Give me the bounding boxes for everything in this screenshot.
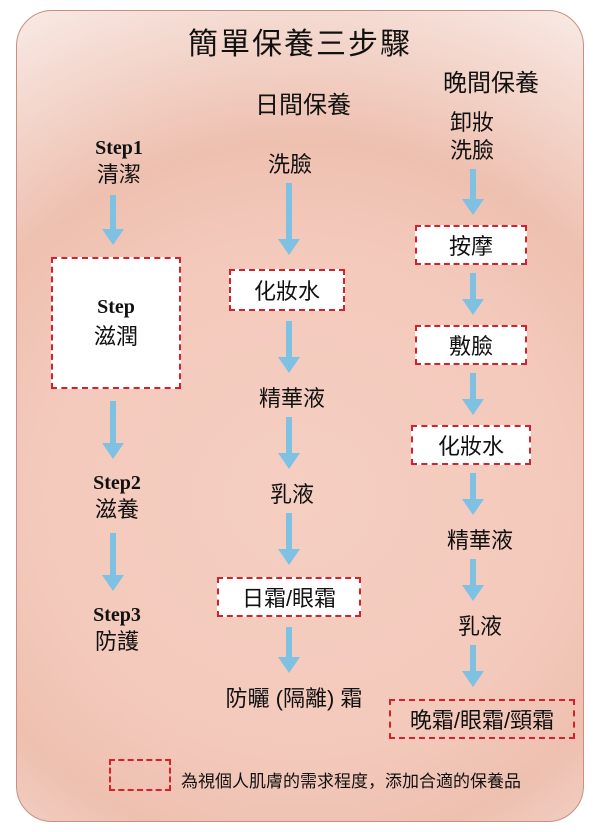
legend-text: 為視個人肌膚的需求程度，添加合適的保養品: [181, 767, 521, 792]
arrow-shaft: [470, 645, 476, 671]
arrow-head-icon: [278, 357, 300, 373]
arrow-shaft: [286, 183, 292, 239]
flow-arrow-down: [279, 183, 299, 255]
flow-text-line: 卸妝: [437, 109, 507, 137]
flow-arrow-down: [463, 373, 483, 415]
flow-text-step1: Step1清潔: [79, 136, 159, 189]
arrow-shaft: [470, 473, 476, 499]
flow-text-step2: Step2滋養: [77, 471, 157, 524]
arrow-head-icon: [462, 399, 484, 415]
flow-box-line: Step: [97, 296, 135, 319]
arrow-shaft: [110, 401, 116, 443]
flow-text-m-sun: 防曬 (隔離) 霜: [209, 685, 379, 713]
flow-box-line: 滋潤: [94, 319, 138, 351]
flow-box-line: 晚霜/眼霜/頸霜: [410, 703, 554, 735]
flow-box-line: 化妝水: [254, 274, 320, 306]
flow-arrow-down: [103, 401, 123, 459]
flow-text-line: 乳液: [257, 481, 327, 509]
arrow-shaft: [286, 627, 292, 657]
flow-arrow-down: [463, 273, 483, 315]
flow-text-line: 精華液: [247, 385, 337, 413]
flow-arrow-down: [279, 321, 299, 373]
arrow-shaft: [470, 373, 476, 399]
flow-box-r-mask: 敷臉: [415, 325, 527, 365]
arrow-head-icon: [278, 453, 300, 469]
rounded-panel: 簡單保養三步驟 Step1清潔 Step滋潤 Step2滋養 Step3防護 日間保養洗…: [16, 10, 584, 822]
arrow-head-icon: [462, 585, 484, 601]
arrow-head-icon: [102, 575, 124, 591]
flow-text-line: 精華液: [435, 527, 525, 555]
flow-arrow-down: [103, 195, 123, 245]
flow-box-m-toner: 化妝水: [229, 269, 345, 311]
arrow-head-icon: [462, 199, 484, 215]
flow-arrow-down: [463, 473, 483, 515]
arrow-shaft: [110, 195, 116, 229]
arrow-shaft: [470, 559, 476, 585]
arrow-head-icon: [278, 239, 300, 255]
flow-text-m-serum: 精華液: [247, 385, 337, 413]
arrow-shaft: [470, 169, 476, 199]
flow-text-r-lotion: 乳液: [445, 613, 515, 641]
flow-text-m-wash: 洗臉: [255, 151, 325, 179]
flow-text-m-lotion: 乳液: [257, 481, 327, 509]
flow-box-line: 日霜/眼霜: [242, 581, 336, 613]
column-header: 晚間保養: [421, 69, 561, 99]
flow-box-r-night: 晚霜/眼霜/頸霜: [389, 699, 575, 739]
flow-box-line: 敷臉: [449, 329, 493, 361]
column-header: 日間保養: [233, 91, 373, 121]
flow-arrow-down: [463, 559, 483, 601]
flow-text-line: 洗臉: [437, 137, 507, 165]
flow-text-line: 滋養: [77, 496, 157, 524]
arrow-shaft: [470, 273, 476, 299]
flow-box-line: 按摩: [449, 229, 493, 261]
flow-arrow-down: [103, 533, 123, 591]
flow-text-line: 洗臉: [255, 151, 325, 179]
flow-text-line: 清潔: [79, 161, 159, 189]
flow-text-line: 乳液: [445, 613, 515, 641]
arrow-shaft: [286, 321, 292, 357]
arrow-head-icon: [462, 299, 484, 315]
flow-box-step-box: Step滋潤: [51, 257, 181, 389]
flow-text-step3: Step3防護: [77, 603, 157, 656]
flow-text-r-serum: 精華液: [435, 527, 525, 555]
legend-swatch: [109, 759, 171, 791]
flow-text-line: Step1: [79, 136, 159, 161]
flow-text-r-remove: 卸妝洗臉: [437, 109, 507, 164]
arrow-head-icon: [462, 671, 484, 687]
flow-text-line: 防曬 (隔離) 霜: [209, 685, 379, 713]
arrow-head-icon: [102, 443, 124, 459]
diagram-canvas: 簡單保養三步驟 Step1清潔 Step滋潤 Step2滋養 Step3防護 日間保養洗…: [0, 0, 600, 832]
flow-text-line: Step3: [77, 603, 157, 628]
arrow-shaft: [110, 533, 116, 575]
arrow-head-icon: [278, 657, 300, 673]
flow-arrow-down: [279, 513, 299, 565]
arrow-head-icon: [278, 549, 300, 565]
flow-arrow-down: [279, 627, 299, 673]
flow-text-line: 防護: [77, 628, 157, 656]
flow-box-r-toner: 化妝水: [411, 425, 531, 465]
flow-arrow-down: [279, 417, 299, 469]
flow-arrow-down: [463, 645, 483, 687]
arrow-shaft: [286, 513, 292, 549]
flow-text-line: Step2: [77, 471, 157, 496]
flow-box-m-daycream: 日霜/眼霜: [217, 577, 361, 617]
flow-box-line: 化妝水: [438, 429, 504, 461]
arrow-head-icon: [462, 499, 484, 515]
arrow-shaft: [286, 417, 292, 453]
arrow-head-icon: [102, 229, 124, 245]
flow-box-r-massage: 按摩: [415, 225, 527, 265]
flow-arrow-down: [463, 169, 483, 215]
main-title: 簡單保養三步驟: [17, 19, 583, 63]
